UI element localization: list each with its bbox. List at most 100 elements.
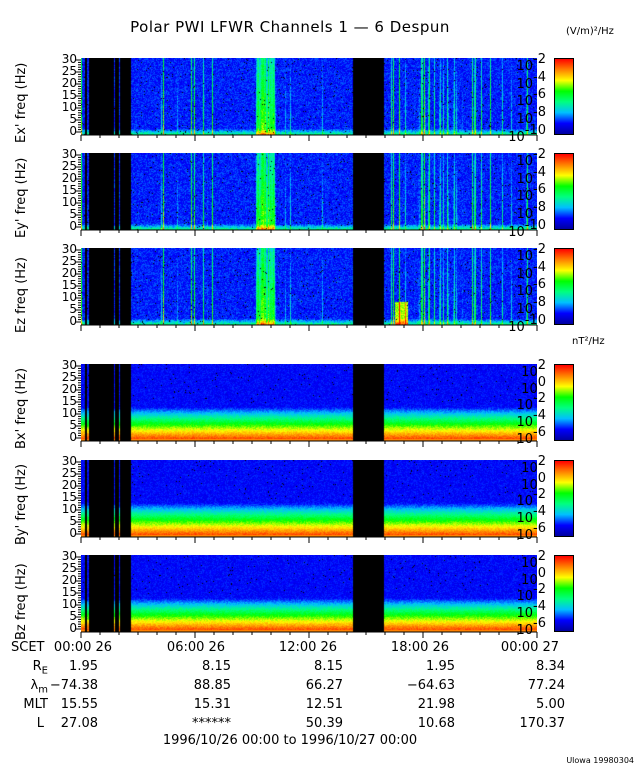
colorbar <box>554 58 574 135</box>
spectrogram-panel <box>75 460 538 543</box>
ephemeris-label: L <box>0 716 44 731</box>
y-tick-label: 0 <box>69 621 77 635</box>
colorbar-tick-label: 10-4 <box>516 164 546 187</box>
y-axis-label: Bx' freq (Hz) <box>14 367 29 449</box>
y-tick-label: 10 <box>61 100 77 114</box>
y-axis-label: Ey' freq (Hz) <box>14 157 29 238</box>
ephemeris-value: 1.95 <box>69 659 98 674</box>
y-tick-label: 20 <box>61 171 77 185</box>
colorbar-tick-label: 10-8 <box>516 199 546 222</box>
colorbar-tick-label: 102 <box>521 549 546 571</box>
y-axis-label: Ez freq (Hz) <box>14 257 29 333</box>
ephemeris-value: ****** <box>192 716 231 731</box>
y-tick-label: 20 <box>61 573 77 587</box>
y-tick-label: 10 <box>61 502 77 516</box>
colorbar-tick-label: 100 <box>521 374 546 397</box>
y-tick-label: 25 <box>61 561 77 575</box>
ephemeris-label: SCET <box>11 640 44 655</box>
y-axis-label: By' freq (Hz) <box>14 463 29 545</box>
spectrogram-image <box>81 555 537 632</box>
y-tick-label: 15 <box>61 490 77 504</box>
axes <box>75 154 538 236</box>
ephemeris-value: 18:00 26 <box>390 640 450 655</box>
axes <box>75 59 538 141</box>
ephemeris-value: 00:00 27 <box>500 640 560 655</box>
y-tick-label: 15 <box>61 278 77 292</box>
y-tick-label: 0 <box>69 124 77 138</box>
y-tick-label: 30 <box>61 147 77 161</box>
colorbar-tick-label: 10-4 <box>516 599 546 621</box>
axes <box>75 365 538 447</box>
y-tick-label: 10 <box>61 290 77 304</box>
colorbar <box>554 248 574 325</box>
y-tick-label: 25 <box>61 370 77 384</box>
y-tick-label: 15 <box>61 585 77 599</box>
ephemeris-value: 50.39 <box>305 716 343 731</box>
y-tick-label: 15 <box>61 183 77 197</box>
ephemeris-value: 88.85 <box>193 678 231 693</box>
colorbar-tick-label: 10-10 <box>508 312 546 335</box>
ephemeris-value: 8.34 <box>536 659 565 674</box>
colorbar-tick-label: 10-2 <box>516 242 546 264</box>
ephemeris-value: 15.31 <box>193 697 231 712</box>
credit: Ulowa 19980304 <box>566 756 634 765</box>
y-tick-label: 20 <box>61 76 77 90</box>
ephemeris-value: 1.95 <box>426 659 455 674</box>
y-tick-label: 30 <box>61 358 77 372</box>
spectrogram-panel <box>75 58 538 141</box>
colorbar-tick-label: 10-8 <box>516 294 546 317</box>
row-label-subscript: m <box>38 684 48 696</box>
colorbar-tick-label: 10-4 <box>516 69 546 92</box>
spectrogram-panel <box>75 248 538 331</box>
ephemeris-value: 27.08 <box>60 716 98 731</box>
colorbar-tick-label: 102 <box>521 358 546 380</box>
y-tick-label: 30 <box>61 549 77 563</box>
spectrogram-panel <box>75 555 538 638</box>
y-tick-label: 15 <box>61 88 77 102</box>
spectrogram-image <box>81 364 537 441</box>
ephemeris-value: 170.37 <box>519 716 566 731</box>
ephemeris-value: 06:00 26 <box>166 640 226 655</box>
y-tick-label: 30 <box>61 454 77 468</box>
colorbar-tick-label: 102 <box>521 454 546 476</box>
row-label: L <box>36 716 44 731</box>
y-tick-label: 20 <box>61 266 77 280</box>
colorbar-tick-label: 10-6 <box>516 615 546 638</box>
colorbar-tick-label: 10-8 <box>516 104 546 127</box>
row-label: SCET <box>11 640 45 655</box>
y-tick-label: 15 <box>61 394 77 408</box>
colorbar-tick-label: 100 <box>521 470 546 493</box>
y-tick-label: 25 <box>61 466 77 480</box>
ephemeris-value: 00:00 26 <box>53 640 113 655</box>
ephemeris-label: MLT <box>0 697 48 712</box>
ephemeris-value: −64.63 <box>406 678 455 693</box>
y-tick-label: 5 <box>69 207 77 221</box>
y-tick-label: 5 <box>69 302 77 316</box>
ephemeris-label: λm <box>0 678 48 696</box>
spectrogram-image <box>81 58 537 135</box>
spectrogram-panel <box>75 153 538 236</box>
colorbar-tick-label: 100 <box>521 565 546 588</box>
ephemeris-value: 21.98 <box>417 697 455 712</box>
row-label-subscript: E <box>41 665 48 677</box>
y-tick-label: 10 <box>61 195 77 209</box>
colorbar-tick-label: 10-6 <box>516 182 546 205</box>
ephemeris-value: 10.68 <box>417 716 455 731</box>
colorbar-tick-label: 10-4 <box>516 504 546 526</box>
y-axis-label: Ex' freq (Hz) <box>14 62 29 143</box>
colorbar-tick-label: 10-6 <box>516 87 546 110</box>
colorbar-tick-label: 10-2 <box>516 487 546 510</box>
axes <box>75 249 538 331</box>
ephemeris-value: 12:00 26 <box>278 640 338 655</box>
ephemeris-value: 8.15 <box>202 659 231 674</box>
ephemeris-value: −74.38 <box>49 678 98 693</box>
time-range: 1996/10/26 00:00 to 1996/10/27 00:00 <box>162 733 418 748</box>
y-tick-label: 5 <box>69 112 77 126</box>
y-axis-label: Bz freq (Hz) <box>14 563 29 640</box>
axes <box>75 556 538 638</box>
y-tick-label: 30 <box>61 52 77 66</box>
y-tick-label: 0 <box>69 314 77 328</box>
colorbar-tick-label: 10-6 <box>516 520 546 543</box>
y-tick-label: 20 <box>61 382 77 396</box>
